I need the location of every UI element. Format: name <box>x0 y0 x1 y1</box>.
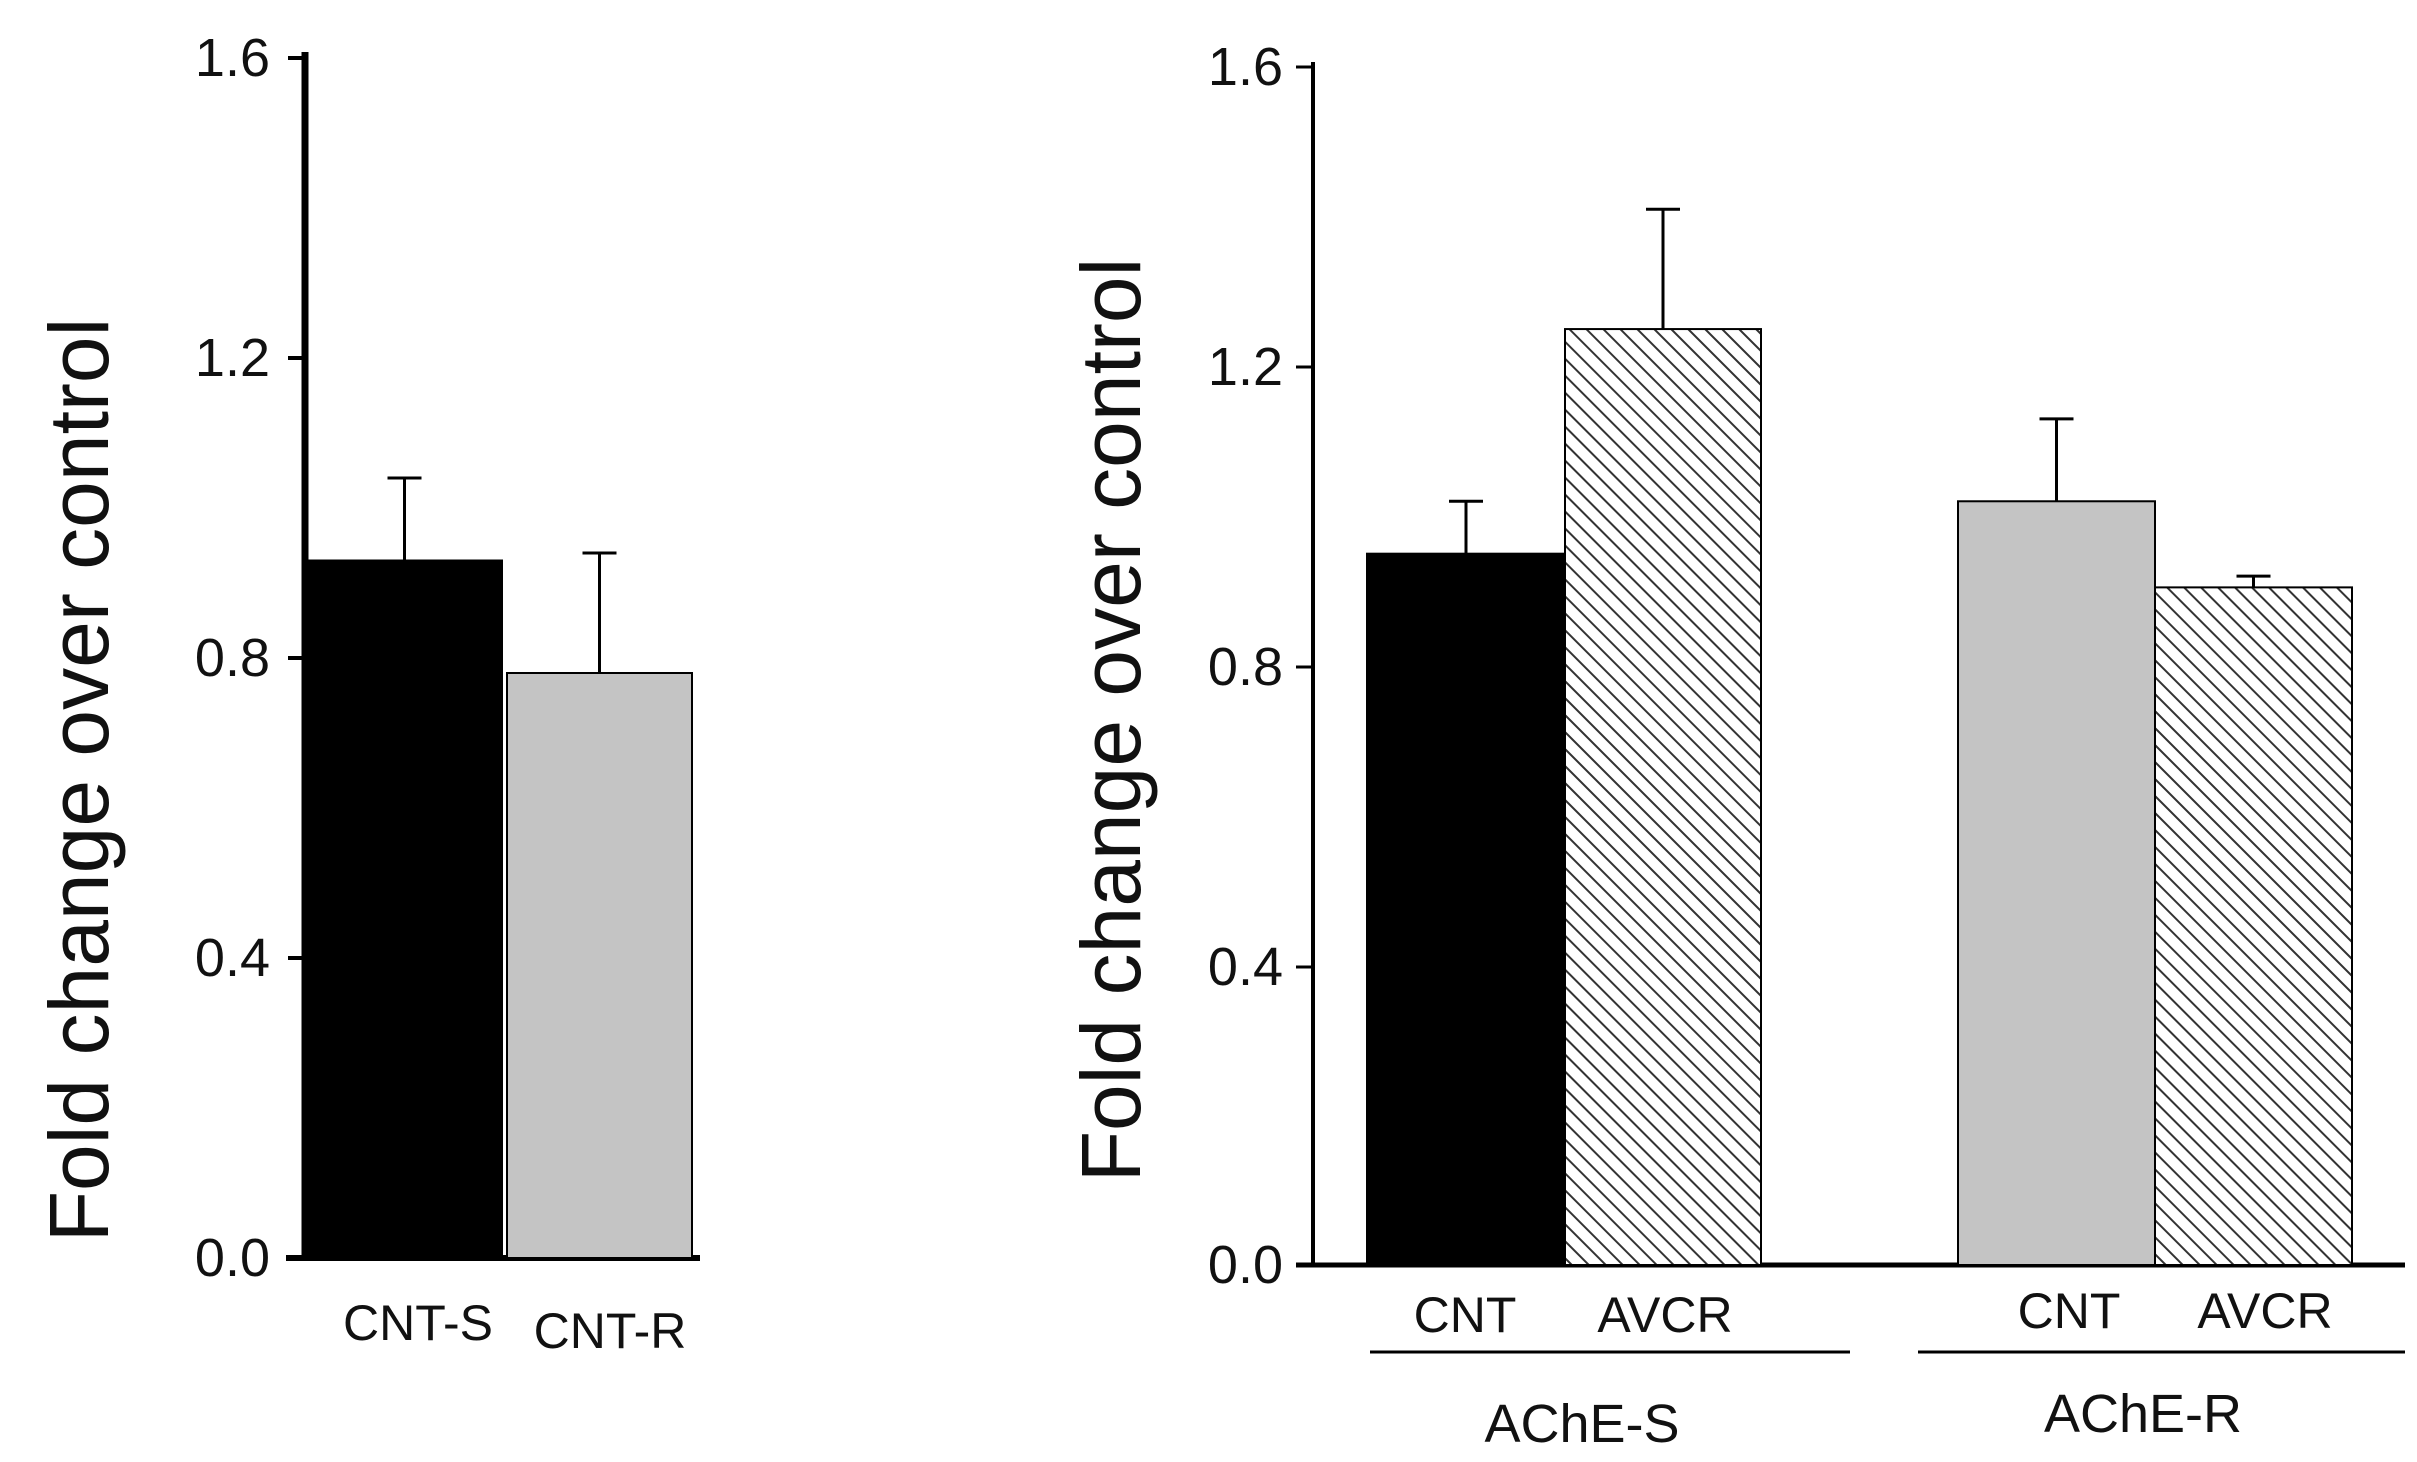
right-y-tick-label: 0.4 <box>1208 937 1283 997</box>
bar-ache-r-avcr <box>2154 586 2353 1266</box>
left-panel: Fold change over control 1.6 1.2 0.8 0.4… <box>32 28 700 1359</box>
right-y-axis-label: Fold change over control <box>1064 258 1158 1183</box>
group-label-ache-s: AChE-S <box>1484 1394 1679 1454</box>
left-y-tick-label: 0.0 <box>195 1228 270 1288</box>
left-y-tick-labels: 1.6 1.2 0.8 0.4 0.0 <box>195 28 270 1288</box>
left-y-tick-label: 0.4 <box>195 928 270 988</box>
left-y-tick-label: 1.2 <box>195 328 270 388</box>
right-y-ticks <box>1296 65 1313 1267</box>
right-panel: Fold change over control 1.6 1.2 0.8 0.4… <box>1064 37 2405 1454</box>
bar-cnt-s <box>306 559 503 1259</box>
right-y-tick-label: 0.8 <box>1208 637 1283 697</box>
left-bars <box>306 476 693 1259</box>
left-y-axis-label: Fold change over control <box>32 318 126 1243</box>
right-y-tick-labels: 1.6 1.2 0.8 0.4 0.0 <box>1208 37 1283 1295</box>
x-label-ache-r-cnt: CNT <box>2018 1283 2121 1339</box>
x-label-ache-s-cnt: CNT <box>1414 1287 1517 1343</box>
bar-ache-s-avcr <box>1564 328 1762 1266</box>
x-label-cnt-s: CNT-S <box>343 1295 493 1351</box>
bar-cnt-r <box>506 672 693 1259</box>
left-y-tick-label: 0.8 <box>195 628 270 688</box>
right-bars <box>1366 207 2353 1266</box>
bar-ache-s-cnt <box>1366 552 1566 1266</box>
x-label-cnt-r: CNT-R <box>534 1303 687 1359</box>
x-label-ache-r-avcr: AVCR <box>2197 1283 2332 1339</box>
left-y-ticks <box>288 56 305 1260</box>
right-y-tick-label: 1.2 <box>1208 337 1283 397</box>
left-y-tick-label: 1.6 <box>195 28 270 88</box>
group-label-ache-r: AChE-R <box>2044 1384 2242 1444</box>
right-y-tick-label: 0.0 <box>1208 1235 1283 1295</box>
x-label-ache-s-avcr: AVCR <box>1597 1287 1732 1343</box>
right-y-tick-label: 1.6 <box>1208 37 1283 97</box>
bar-ache-r-cnt <box>1957 500 2156 1266</box>
